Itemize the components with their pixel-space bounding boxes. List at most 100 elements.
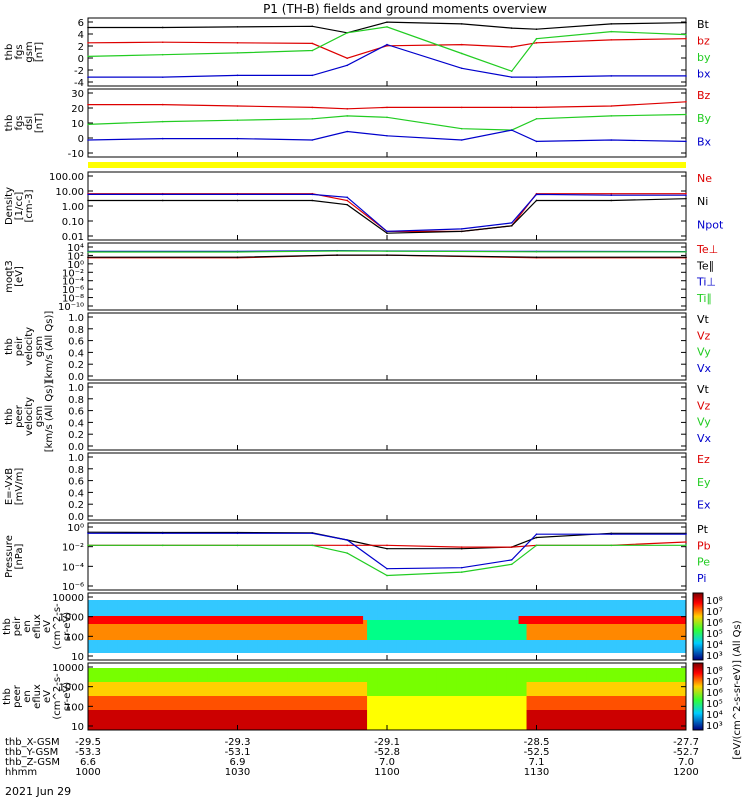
y-axis-label: thb <box>4 408 15 425</box>
spectrogram-cell <box>197 710 209 724</box>
y-tick-label: 10⁻⁴ <box>62 277 84 288</box>
colorbar-tick-label: 10⁷ <box>706 607 723 618</box>
spectrogram-cell <box>337 668 348 682</box>
series-bz <box>87 38 687 59</box>
orbit-row-label: thb_Z-GSM <box>5 757 60 768</box>
spectrogram-cell <box>217 696 229 710</box>
spectrogram-cell <box>117 696 129 710</box>
point-Bx <box>87 139 89 141</box>
spectrogram-cell <box>227 668 238 682</box>
spectrogram-cell <box>546 724 557 730</box>
spectrogram-cell <box>297 682 308 696</box>
spectrogram-cell <box>327 724 338 730</box>
spectrogram-cell <box>586 668 597 682</box>
spectrogram-cell <box>586 696 597 710</box>
spectrogram-cell <box>536 682 547 696</box>
point-Ti∥ <box>535 250 538 253</box>
point-Pi <box>346 539 349 541</box>
spectrogram-cell <box>536 640 547 653</box>
spectrogram-cell <box>157 682 169 696</box>
y-tick-label: 100 <box>65 632 84 643</box>
spectrogram-cell <box>606 600 617 620</box>
spectrogram-cell <box>566 668 577 682</box>
spectrogram-cell <box>277 640 288 653</box>
point-Bt <box>161 26 164 29</box>
spectrogram-cell <box>656 640 667 653</box>
point-bx <box>610 75 613 77</box>
spectrogram-cell <box>596 682 607 696</box>
spectrogram-cell <box>446 668 458 682</box>
y-tick-label: -2 <box>74 66 84 77</box>
spectrogram-cell <box>237 620 248 640</box>
spectrogram-cell <box>646 710 657 724</box>
y-tick-label: 0.0 <box>68 372 84 383</box>
y-tick-label: 0.6 <box>68 477 84 488</box>
point-Pe <box>311 544 314 547</box>
spectrogram-cell <box>676 600 687 620</box>
spectrogram-cell <box>367 710 378 724</box>
spectrogram-cell <box>357 710 368 724</box>
legend-Pb: Pb <box>697 539 711 552</box>
spectrogram-cell <box>456 620 468 640</box>
point-By <box>535 117 538 120</box>
spectrogram-cell <box>257 668 268 682</box>
legend-Vx: Vx <box>697 362 712 375</box>
spectrogram-cell <box>466 710 478 724</box>
spectrogram-cell <box>157 620 169 640</box>
y-axis-label: thb <box>4 44 15 61</box>
point-bx <box>236 74 239 77</box>
point-by <box>87 55 89 58</box>
spectrogram-cell <box>606 696 617 710</box>
spectrogram-cell <box>656 682 667 696</box>
spectrogram-cell <box>626 724 637 730</box>
spectrogram-cell <box>556 600 567 620</box>
y-axis-label: thb <box>2 618 13 635</box>
series-Pe <box>88 544 686 577</box>
spectrogram-cell <box>556 620 567 640</box>
legend-Te⊥: Te⊥ <box>696 243 718 256</box>
spectrogram-core-band <box>518 616 686 624</box>
y-tick-label: 10⁴ <box>67 243 84 254</box>
spectrogram-cell <box>147 696 159 710</box>
spectrogram-cell <box>167 724 179 730</box>
spectrogram-cell <box>636 620 647 640</box>
spectrogram-cell <box>97 682 109 696</box>
point-bz <box>236 42 239 44</box>
spectrogram-cell <box>88 640 99 653</box>
spectrogram-cell <box>237 682 248 696</box>
y-tick-label: 30 <box>71 89 84 100</box>
point-By <box>311 117 314 120</box>
spectrogram-cell <box>367 724 378 730</box>
spectrogram-cell <box>247 710 258 724</box>
orbit-value: 6.6 <box>80 757 96 768</box>
orbit-row-label: thb_Y-GSM <box>5 747 58 758</box>
spectrogram-cell <box>127 682 139 696</box>
spectrogram-cell <box>526 696 537 710</box>
y-tick-label: 10000 <box>52 593 84 604</box>
spectrogram-cell <box>107 696 119 710</box>
orbit-value: 1200 <box>673 767 698 778</box>
colorbar-tick-label: 10⁶ <box>706 618 723 629</box>
point-Pe <box>610 544 613 547</box>
y-axis-label: sr-eV) <box>62 612 73 641</box>
spectrogram-cell <box>347 682 358 696</box>
spectrogram-cell <box>127 600 139 620</box>
point-Bx <box>535 140 538 143</box>
spectrogram-cell <box>107 724 119 730</box>
orbit-row-label: hhmm <box>5 767 37 778</box>
spectrogram-cell <box>446 600 458 620</box>
spectrogram-cell <box>217 668 229 682</box>
spectrogram-cell <box>227 696 238 710</box>
spectrogram-cell <box>187 640 199 653</box>
spectrogram-cell <box>267 682 278 696</box>
spectrogram-cell <box>257 620 268 640</box>
spectrogram-cell <box>267 640 278 653</box>
spectrogram-cell <box>217 600 229 620</box>
spectrogram-cell <box>656 710 667 724</box>
spectrogram-cell <box>277 696 288 710</box>
spectrogram-cell <box>227 710 238 724</box>
spectrogram-cell <box>167 682 179 696</box>
spectrogram-cell <box>656 668 667 682</box>
spectrogram-cell <box>566 620 577 640</box>
